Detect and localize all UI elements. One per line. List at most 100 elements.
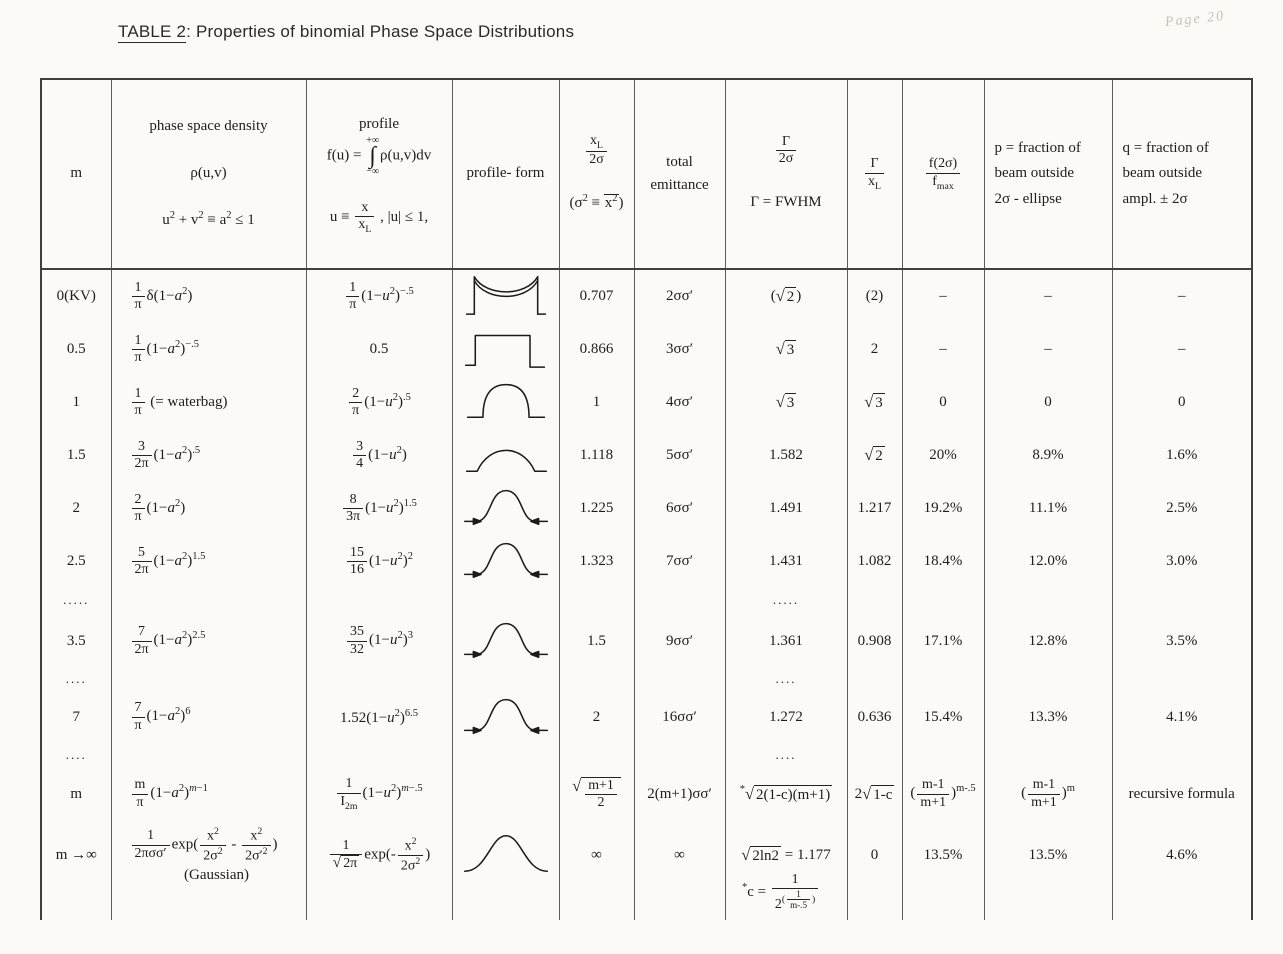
cell-r7-f2s: 15.4% <box>901 688 985 746</box>
cell-r2-p: 11.1% <box>983 482 1113 535</box>
cell-r35-emit: 9σσ′ <box>633 612 726 670</box>
cell-rinf-q: 4.6% <box>1111 824 1253 886</box>
cell-r05-gxl: 2 <box>846 323 903 376</box>
col-header-g2s: Γ 2σ Γ = FWHM <box>724 79 848 270</box>
cell-r1-m: 1 <box>40 376 112 429</box>
stub-cell-q <box>1111 886 1253 920</box>
cell-rm-q: recursive formula <box>1111 764 1253 824</box>
cell-r05-xl: 0.866 <box>558 323 635 376</box>
cell-dots3-emit <box>633 746 726 764</box>
cell-r0kv-m: 0(KV) <box>40 269 112 323</box>
cell-rinf-xl: ∞ <box>558 824 635 886</box>
col-header-q: q = fraction of beam outside ampl. ± 2σ <box>1111 79 1253 270</box>
table-row-dots3: ........ <box>40 746 1253 764</box>
cell-dots1-emit <box>633 588 726 612</box>
cell-dots3-p <box>983 746 1113 764</box>
cell-r1-q: 0 <box>1111 376 1253 429</box>
table-row-dots2: ........ <box>40 670 1253 688</box>
cell-rm-profile: 1 I2m (1−u2)m−.5 <box>305 764 453 824</box>
cell-r25-gxl: 1.082 <box>846 535 903 588</box>
cell-dots3-gxl <box>846 746 903 764</box>
cell-r05-density: 1 π (1−a2)−.5 <box>110 323 307 376</box>
gauss-curve-icon <box>457 829 555 877</box>
cell-r25-g2s: 1.431 <box>724 535 848 588</box>
cell-r35-profile: 35 32 (1−u2)3 <box>305 612 453 670</box>
cell-r1-xl: 1 <box>558 376 635 429</box>
cell-dots1-p <box>983 588 1113 612</box>
cell-dots2-p <box>983 670 1113 688</box>
cell-r15-p: 8.9% <box>983 429 1113 482</box>
cell-dots3-form <box>451 746 560 764</box>
cell-r1-form <box>451 376 560 429</box>
cell-r05-m: 0.5 <box>40 323 112 376</box>
cell-dots1-m: ..... <box>40 588 112 612</box>
cell-r7-g2s: 1.272 <box>724 688 848 746</box>
cell-r35-xl: 1.5 <box>558 612 635 670</box>
cell-rm-xl: m+12 <box>558 764 635 824</box>
cell-rinf-gxl: 0 <box>846 824 903 886</box>
cell-r1-p: 0 <box>983 376 1113 429</box>
col-header-emit: total emittance <box>633 79 726 270</box>
step-curve-icon <box>457 323 555 371</box>
cell-rm-m: m <box>40 764 112 824</box>
header-row: m phase space density ρ(u,v) u2 + v2 ≡ a2 ≤… <box>40 79 1253 270</box>
col-header-xl: xL 2σ (σ2 ≡ x2) <box>558 79 635 270</box>
cell-r1-emit: 4σσ′ <box>633 376 726 429</box>
cell-r25-form <box>451 535 560 588</box>
stub-cell-density <box>110 886 307 920</box>
cell-rinf-density: 1 2πσσ′ exp(x2 2σ2 - x2 2σ′2) (Gaussian) <box>110 824 307 886</box>
stub-cell-form <box>451 886 560 920</box>
cell-r7-gxl: 0.636 <box>846 688 903 746</box>
cell-rinf-g2s: 2ln2 = 1.177 <box>724 824 848 886</box>
cell-rm-p: (m-1 m+1)m <box>983 764 1113 824</box>
col-header-density: phase space density ρ(u,v) u2 + v2 ≡ a2 ≤ … <box>110 79 307 270</box>
cell-dots2-form <box>451 670 560 688</box>
cell-dots2-profile <box>305 670 453 688</box>
cell-r25-p: 12.0% <box>983 535 1113 588</box>
stub-cell-profile <box>305 886 453 920</box>
cell-rm-form <box>451 764 560 824</box>
cell-r0kv-q: – <box>1111 269 1253 323</box>
cell-r05-emit: 3σσ′ <box>633 323 726 376</box>
cell-r05-f2s: – <box>901 323 985 376</box>
cell-dots2-emit <box>633 670 726 688</box>
cell-r35-gxl: 0.908 <box>846 612 903 670</box>
cell-r05-q: – <box>1111 323 1253 376</box>
table-row-r35: 3.5 7 2π (1−a2)2.5 35 32 (1−u2)3 1.5 9σσ′ 1.361 0.… <box>40 612 1253 670</box>
cell-r7-p: 13.3% <box>983 688 1113 746</box>
cell-dots1-form <box>451 588 560 612</box>
cell-dots2-gxl <box>846 670 903 688</box>
cell-r2-m: 2 <box>40 482 112 535</box>
table-body: 0(KV)1πδ(1−a2)1π(1−u2)−.50.7072σσ′(2)(2)… <box>40 269 1253 920</box>
cell-r35-density: 7 2π (1−a2)2.5 <box>110 612 307 670</box>
cell-r25-f2s: 18.4% <box>901 535 985 588</box>
title-rest: : Properties of binomial Phase Space Dis… <box>186 22 575 41</box>
cell-r2-density: 2 π (1−a2) <box>110 482 307 535</box>
cell-r7-q: 4.1% <box>1111 688 1253 746</box>
stub-cell-g2s <box>724 886 848 920</box>
cell-dots1-profile <box>305 588 453 612</box>
cell-r2-f2s: 19.2% <box>901 482 985 535</box>
main-table: m phase space density ρ(u,v) u2 + v2 ≡ a2 ≤… <box>40 78 1253 920</box>
cell-r0kv-g2s: (2) <box>724 269 848 323</box>
cell-rinf-f2s: 13.5% <box>901 824 985 886</box>
table-row-r0kv: 0(KV)1πδ(1−a2)1π(1−u2)−.50.7072σσ′(2)(2)… <box>40 269 1253 323</box>
bathtub-curve-icon <box>457 270 555 318</box>
stub-cell-emit <box>633 886 726 920</box>
cell-r7-profile: 1.52(1−u2)6.5 <box>305 688 453 746</box>
cell-dots1-gxl <box>846 588 903 612</box>
cell-r15-profile: 3 4 (1−u2) <box>305 429 453 482</box>
footnote: *c = 1 2(1 m-.5) <box>742 872 820 913</box>
bell-curve-icon <box>457 691 555 739</box>
cell-r2-xl: 1.225 <box>558 482 635 535</box>
dome-curve-icon <box>457 376 555 424</box>
cell-r15-f2s: 20% <box>901 429 985 482</box>
cell-dots3-m: .... <box>40 746 112 764</box>
cell-r15-form <box>451 429 560 482</box>
cell-r35-form <box>451 612 560 670</box>
cell-r15-q: 1.6% <box>1111 429 1253 482</box>
cell-r25-profile: 15 16 (1−u2)2 <box>305 535 453 588</box>
